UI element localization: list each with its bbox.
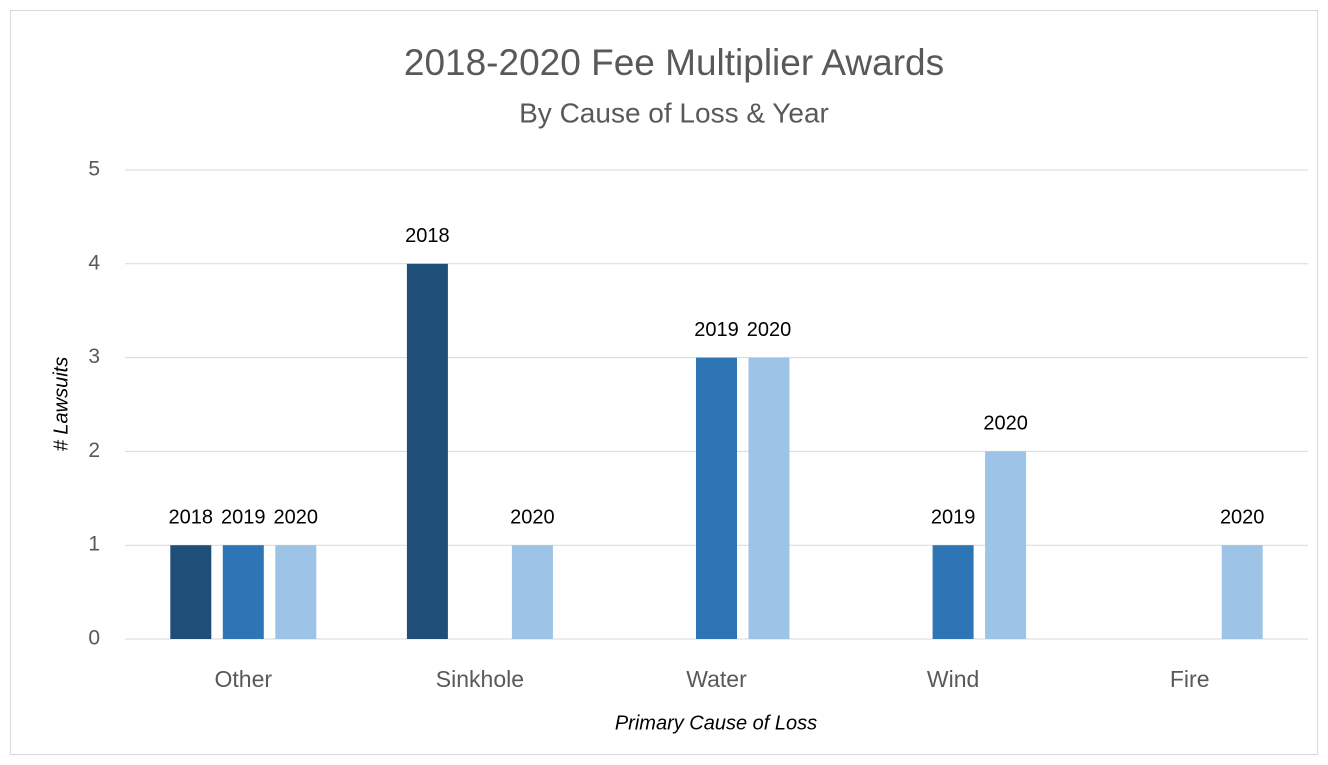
bar: [1221, 545, 1263, 639]
bar: [985, 451, 1027, 639]
y-axis-label: # Lawsuits: [50, 357, 72, 452]
bar: [748, 357, 790, 639]
y-tick-label: 0: [88, 627, 100, 650]
data-label: 2018: [169, 506, 214, 528]
data-label: 2019: [221, 506, 266, 528]
chart-title: 2018-2020 Fee Multiplier Awards: [404, 42, 944, 83]
bar: [222, 545, 264, 639]
bar: [932, 545, 974, 639]
y-tick-label: 2: [88, 439, 100, 462]
data-label: 2018: [405, 225, 450, 247]
x-tick-label: Water: [686, 666, 747, 692]
data-label: 2019: [931, 506, 976, 528]
x-tick-label: Other: [215, 666, 273, 692]
data-label: 2020: [983, 413, 1028, 435]
y-tick-label: 4: [88, 251, 100, 274]
chart-subtitle: By Cause of Loss & Year: [519, 97, 829, 128]
data-label: 2020: [747, 319, 792, 341]
y-tick-label: 1: [88, 533, 100, 556]
y-tick-label: 3: [88, 345, 100, 368]
bar: [406, 263, 448, 639]
x-tick-label: Wind: [927, 666, 979, 692]
x-axis-label: Primary Cause of Loss: [615, 712, 817, 734]
data-label: 2020: [1220, 506, 1265, 528]
data-label: 2020: [510, 506, 555, 528]
bar: [275, 545, 317, 639]
data-label: 2019: [694, 319, 739, 341]
x-tick-label: Sinkhole: [436, 666, 524, 692]
x-tick-label: Fire: [1170, 666, 1210, 692]
y-tick-label: 5: [88, 158, 100, 181]
bar: [170, 545, 212, 639]
bar: [696, 357, 737, 639]
bar: [511, 545, 553, 639]
data-label: 2020: [274, 506, 319, 528]
